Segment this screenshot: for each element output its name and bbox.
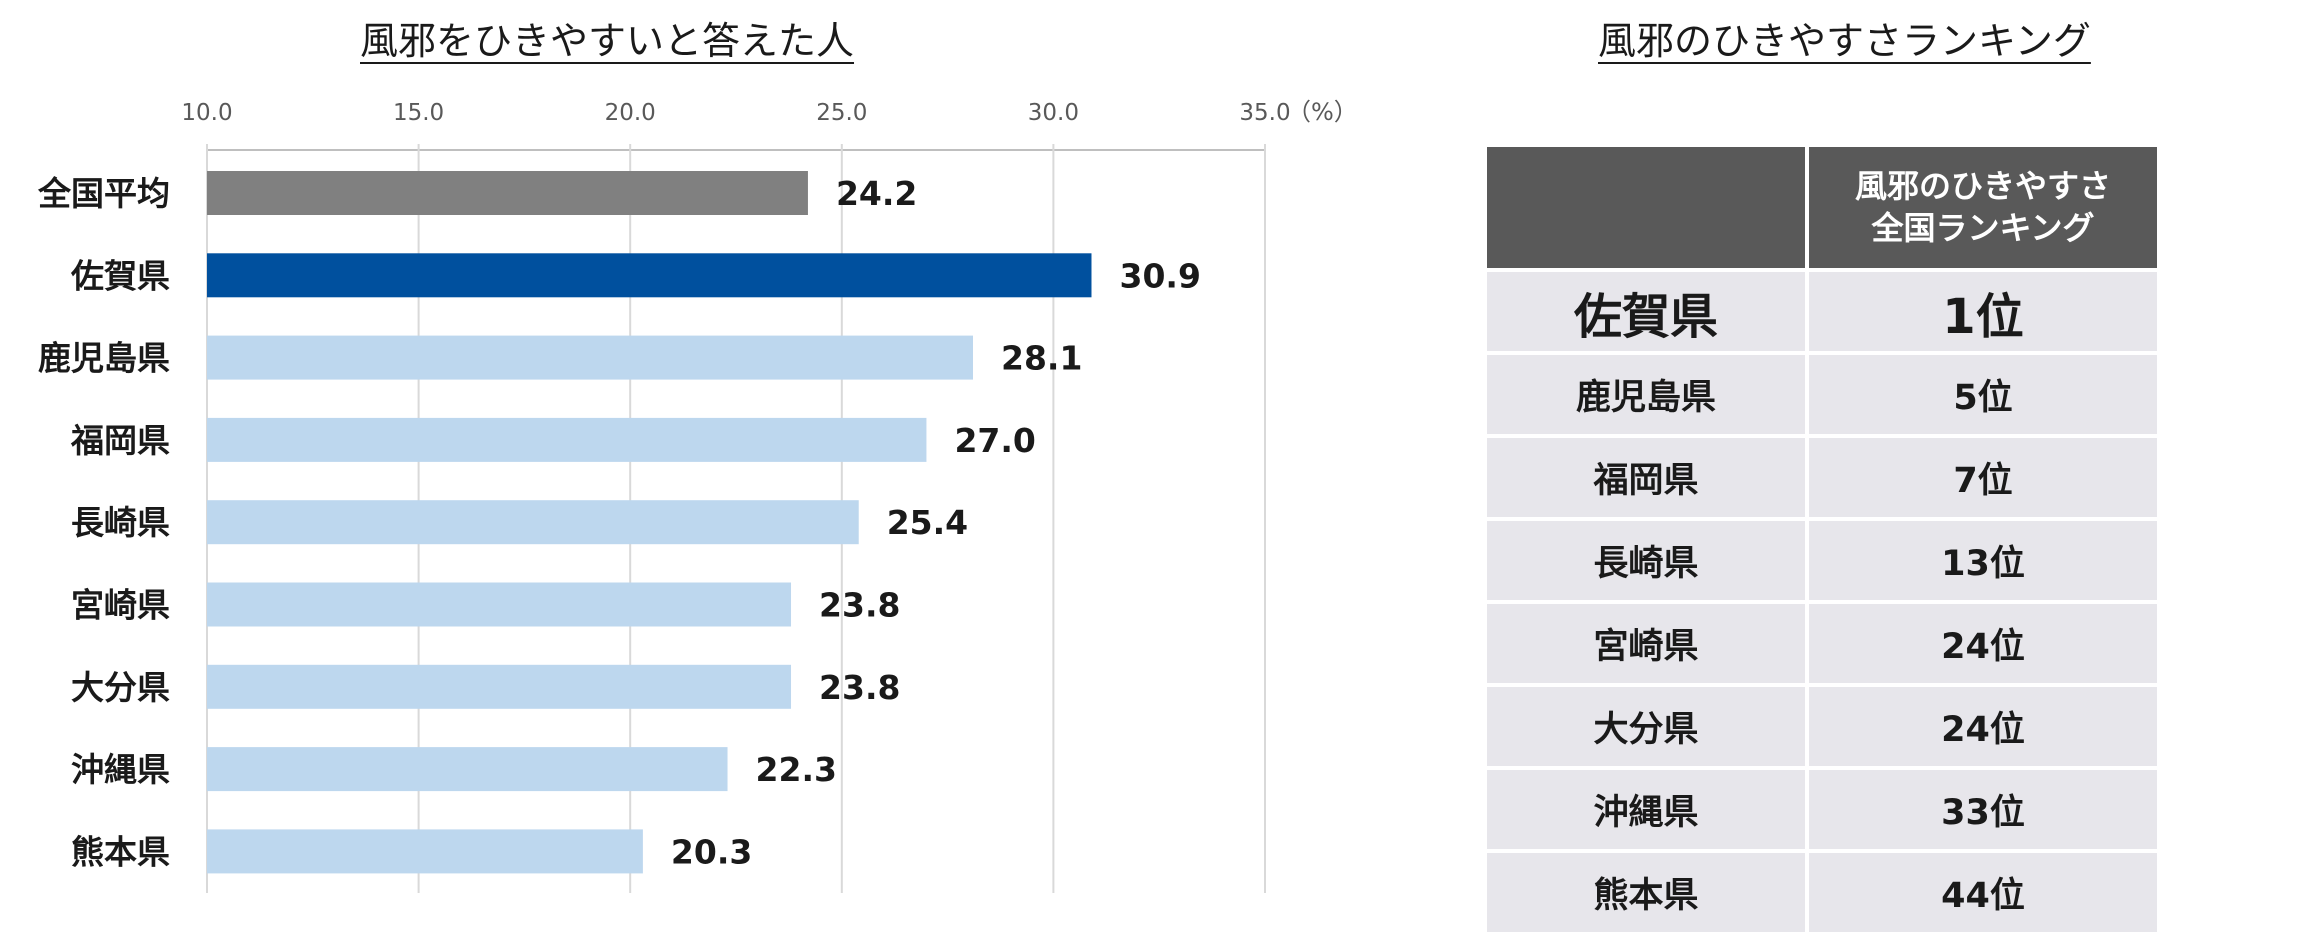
x-axis-ticks: 10.0 15.0 20.0 25.0 30.0 35.0（%） <box>181 98 1357 126</box>
data-label: 25.4 <box>887 503 968 542</box>
bar <box>207 417 927 462</box>
ranking-table: 風邪のひきやすさ 全国ランキング 佐賀県 1位 鹿児島県 5位 福岡県 7位 長… <box>1483 143 2161 936</box>
table-row: 熊本県 44位 <box>1487 853 2157 932</box>
bar <box>207 253 1092 298</box>
x-tick-label: 10.0 <box>181 100 232 126</box>
ranking-header-row: 風邪のひきやすさ 全国ランキング <box>1487 147 2157 268</box>
x-tick-label: 15.0 <box>393 100 444 126</box>
data-label: 24.2 <box>836 174 917 213</box>
data-label: 27.0 <box>954 421 1035 460</box>
table-row: 沖縄県 33位 <box>1487 770 2157 849</box>
ranking-rank: 44位 <box>1809 853 2157 932</box>
category-label: 長崎県 <box>71 503 170 542</box>
bar <box>207 664 792 709</box>
table-row: 鹿児島県 5位 <box>1487 355 2157 434</box>
bar <box>207 171 808 215</box>
ranking-prefecture: 福岡県 <box>1487 438 1805 517</box>
ranking-prefecture: 熊本県 <box>1487 853 1805 932</box>
table-row: 大分県 24位 <box>1487 687 2157 766</box>
chart-title: 風邪をひきやすいと答えた人 <box>360 19 855 63</box>
data-label: 23.8 <box>819 668 900 707</box>
data-label: 22.3 <box>756 750 837 789</box>
data-label: 23.8 <box>819 586 900 625</box>
ranking-header-rank: 風邪のひきやすさ 全国ランキング <box>1809 147 2157 268</box>
ranking-prefecture: 沖縄県 <box>1487 770 1805 849</box>
category-label: 佐賀県 <box>70 256 170 295</box>
table-row: 宮崎県 24位 <box>1487 604 2157 683</box>
x-tick-label: 20.0 <box>605 100 656 126</box>
ranking-prefecture: 鹿児島県 <box>1487 355 1805 434</box>
ranking-rank: 5位 <box>1809 355 2157 434</box>
bar <box>207 335 973 380</box>
x-tick-label: 25.0 <box>816 100 867 126</box>
data-label: 30.9 <box>1119 256 1200 295</box>
category-label: 福岡県 <box>70 421 170 460</box>
bar <box>207 582 792 627</box>
ranking-prefecture: 長崎県 <box>1487 521 1805 600</box>
category-label: 大分県 <box>71 668 170 707</box>
labels: 全国平均 24.2 佐賀県 30.9 鹿児島県 28.1 福岡県 27.0 長崎県 25.4 宮崎県… <box>37 174 1201 871</box>
category-label: 全国平均 <box>37 174 170 213</box>
category-label: 鹿児島県 <box>38 339 170 378</box>
ranking-prefecture: 大分県 <box>1487 687 1805 766</box>
bar <box>207 500 859 545</box>
ranking-rank: 13位 <box>1809 521 2157 600</box>
x-tick-label: 35.0 <box>1239 100 1290 126</box>
table-row: 長崎県 13位 <box>1487 521 2157 600</box>
ranking-prefecture: 佐賀県 <box>1487 272 1805 351</box>
bars <box>207 171 1092 874</box>
ranking-rank: 24位 <box>1809 687 2157 766</box>
x-tick-label: 30.0 <box>1028 100 1079 126</box>
bar <box>207 829 643 874</box>
ranking-rank: 1位 <box>1809 272 2157 351</box>
table-row: 福岡県 7位 <box>1487 438 2157 517</box>
unit-label: （%） <box>1287 98 1358 126</box>
ranking-rank: 7位 <box>1809 438 2157 517</box>
ranking-rank: 24位 <box>1809 604 2157 683</box>
bar-chart: 10.0 15.0 20.0 25.0 30.0 35.0（%） 全国平均 24.2 佐賀県 3… <box>37 98 1358 893</box>
bar <box>207 747 728 792</box>
data-label: 28.1 <box>1001 339 1082 378</box>
ranking-header-line-1: 風邪のひきやすさ <box>1854 166 2111 205</box>
category-label: 熊本県 <box>71 832 170 871</box>
category-label: 沖縄県 <box>71 750 170 789</box>
ranking-header-empty <box>1487 147 1805 268</box>
ranking-rank: 33位 <box>1809 770 2157 849</box>
ranking-header-line-2: 全国ランキング <box>1871 208 2095 247</box>
category-label: 宮崎県 <box>71 586 170 625</box>
ranking-prefecture: 宮崎県 <box>1487 604 1805 683</box>
table-row: 佐賀県 1位 <box>1487 272 2157 351</box>
data-label: 20.3 <box>671 832 752 871</box>
ranking-title: 風邪のひきやすさランキング <box>1598 19 2091 63</box>
